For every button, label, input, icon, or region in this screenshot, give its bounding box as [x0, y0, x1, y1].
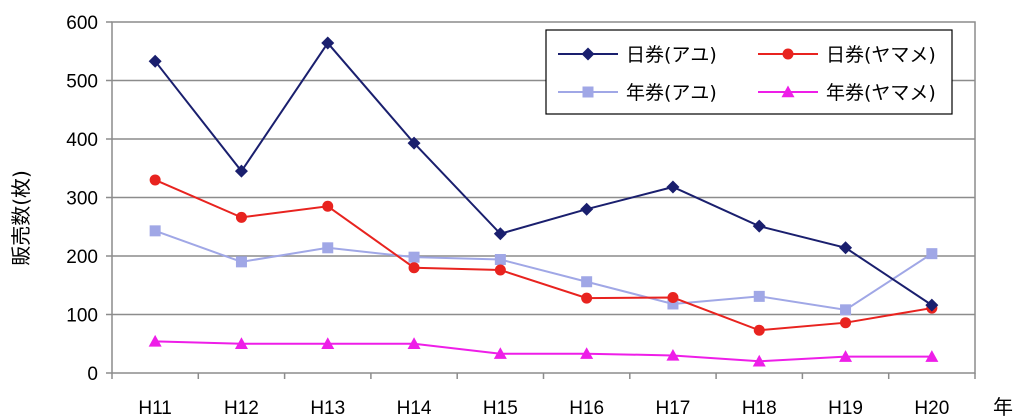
data-point [493, 227, 507, 241]
x-tick-label: H19 [828, 398, 863, 418]
series-line-3 [154, 229, 933, 311]
data-point [840, 317, 852, 329]
data-point [840, 304, 852, 316]
legend-marker [581, 47, 595, 61]
data-point [407, 337, 421, 349]
x-axis: H11 H12 H13 H14 H15 H16 H17 H18 H19 H20 [111, 373, 976, 418]
data-point [926, 248, 938, 260]
legend-label: 年券(アユ) [626, 82, 717, 104]
data-point [148, 54, 162, 68]
data-point [494, 254, 506, 266]
x-tick-label: H20 [914, 398, 949, 418]
legend-marker [582, 86, 594, 98]
x-axis-title: 年 [993, 395, 1013, 418]
data-point [234, 337, 248, 349]
data-point [493, 347, 507, 359]
series-line-1 [154, 41, 933, 306]
y-tick-label: 300 [66, 189, 98, 210]
x-tick-label: H18 [742, 398, 777, 418]
x-tick-label: H17 [656, 398, 691, 418]
data-point [667, 292, 679, 304]
data-point [322, 200, 334, 212]
data-point [321, 36, 335, 50]
y-tick-label: 500 [66, 72, 98, 93]
legend-box [545, 29, 953, 115]
y-tick-label: 400 [66, 130, 98, 151]
data-point [925, 350, 939, 362]
data-point [322, 242, 334, 254]
legend-marker [782, 48, 794, 60]
data-point [235, 211, 247, 223]
y-tick-label: 100 [66, 306, 98, 327]
data-point [666, 180, 680, 194]
y-tick-label: 600 [66, 13, 98, 34]
data-point [667, 298, 679, 310]
x-tick-label: H11 [138, 398, 171, 418]
x-tick-label: H13 [310, 398, 345, 418]
data-point [407, 136, 421, 150]
legend-label: 日券(ヤマメ) [826, 44, 936, 66]
data-point [752, 219, 766, 233]
data-point [234, 164, 248, 178]
data-point [839, 241, 853, 255]
data-point [753, 290, 765, 302]
data-point [580, 347, 594, 359]
data-point [581, 276, 593, 288]
y-axis: 0 100 200 300 400 500 600 [66, 13, 112, 385]
x-tick-label: H16 [569, 398, 604, 418]
data-point [753, 324, 765, 336]
y-axis-title: 販売数(枚) [9, 170, 33, 266]
series-line-4 [155, 340, 932, 363]
legend-label: 日券(アユ) [626, 44, 717, 66]
y-tick-label: 0 [87, 364, 98, 385]
data-point [581, 292, 593, 304]
data-point [752, 354, 766, 367]
x-tick-label: H15 [483, 398, 518, 418]
y-tick-label: 200 [66, 247, 98, 268]
data-point [148, 334, 162, 347]
data-point [149, 225, 161, 237]
data-point [321, 337, 335, 349]
data-point [235, 256, 247, 268]
series-line-2 [154, 179, 933, 332]
legend-label: 年券(ヤマメ) [826, 82, 936, 104]
legend: 日券(アユ) 日券(ヤマメ) 年券(アユ) 年券(ヤマメ) [545, 29, 953, 115]
data-point [494, 264, 506, 276]
x-tick-label: H12 [224, 398, 259, 418]
data-point [666, 348, 680, 361]
data-point [580, 202, 594, 216]
series-layer [148, 36, 939, 367]
legend-marker [781, 85, 795, 98]
x-tick-label: H14 [397, 398, 432, 418]
data-point [925, 298, 939, 312]
data-point [408, 262, 420, 274]
data-point [149, 174, 161, 186]
data-point [839, 350, 853, 362]
data-point [408, 251, 420, 263]
